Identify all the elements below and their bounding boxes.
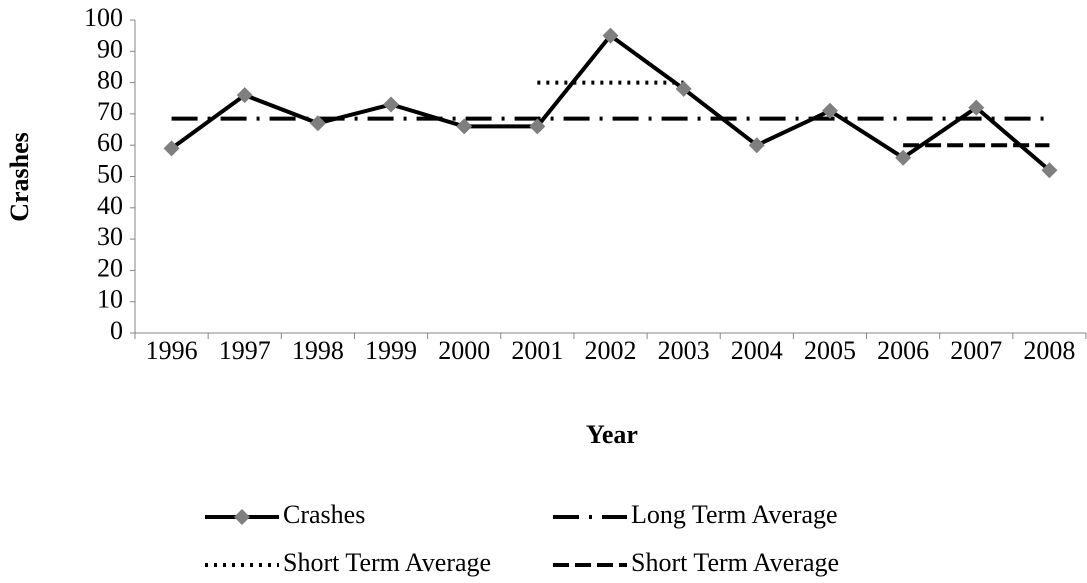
y-tick-label: 0	[110, 316, 123, 345]
y-tick-label: 60	[97, 128, 123, 157]
data-point	[602, 27, 619, 44]
data-point	[309, 115, 326, 132]
y-tick-label: 90	[97, 34, 123, 63]
x-tick-label: 1996	[146, 336, 198, 365]
x-tick-label: 2007	[950, 336, 1002, 365]
x-tick-label: 2003	[658, 336, 710, 365]
data-point	[675, 80, 692, 97]
legend-label: Long Term Average	[631, 500, 838, 529]
legend-label: Short Term Average	[283, 548, 491, 577]
legend-label: Crashes	[283, 500, 365, 529]
legend-marker	[234, 509, 250, 525]
series-line	[170, 32, 1051, 172]
data-point	[163, 140, 180, 157]
y-tick-label: 40	[97, 191, 123, 220]
data-point	[236, 87, 253, 104]
data-point	[456, 118, 473, 135]
x-tick-label: 2006	[877, 336, 929, 365]
y-axis-title: Crashes	[5, 132, 34, 222]
x-tick-label: 2002	[585, 336, 637, 365]
x-tick-label: 2001	[511, 336, 563, 365]
x-axis-title: Year	[586, 420, 638, 449]
data-point	[383, 96, 400, 113]
x-tick-label: 2000	[438, 336, 490, 365]
x-tick-label: 1997	[219, 336, 271, 365]
data-point	[529, 118, 546, 135]
y-tick-label: 70	[97, 97, 123, 126]
x-tick-label: 2004	[731, 336, 783, 365]
data-point	[821, 102, 838, 119]
data-point	[748, 137, 765, 154]
x-tick-label: 1999	[365, 336, 417, 365]
y-tick-label: 80	[97, 66, 123, 95]
y-tick-label: 100	[84, 3, 123, 32]
x-tick-label: 2005	[804, 336, 856, 365]
x-tick-label: 1998	[292, 336, 344, 365]
y-tick-label: 20	[97, 253, 123, 282]
y-tick-label: 10	[97, 285, 123, 314]
y-tick-label: 50	[97, 159, 123, 188]
data-point	[968, 99, 985, 116]
x-tick-label: 2008	[1023, 336, 1075, 365]
data-point	[895, 149, 912, 166]
y-tick-label: 30	[97, 222, 123, 251]
data-point	[1041, 162, 1058, 179]
legend-label: Short Term Average	[631, 548, 839, 577]
